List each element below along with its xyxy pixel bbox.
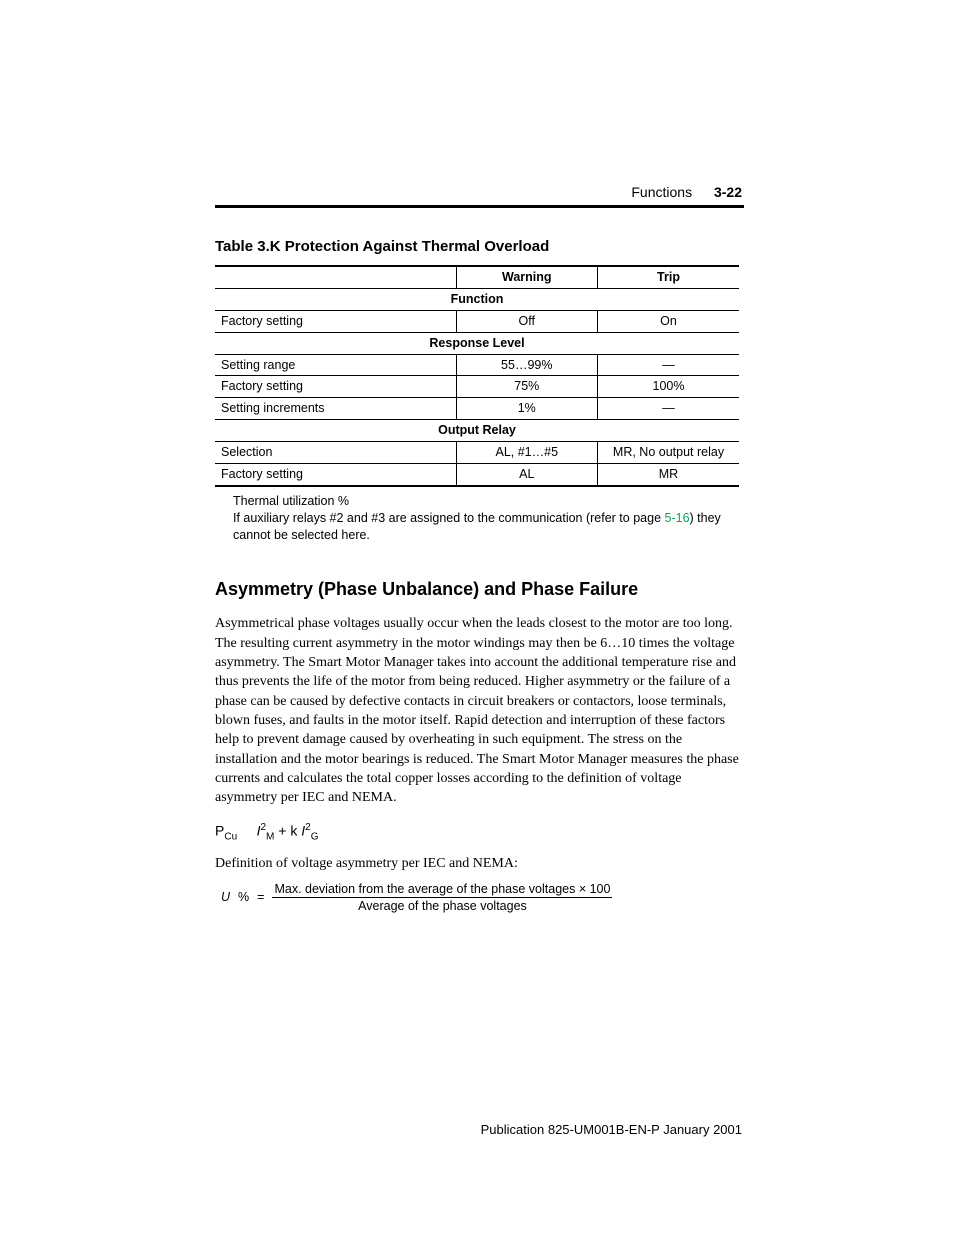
row-val: 1% bbox=[456, 398, 597, 420]
row-val: MR bbox=[598, 463, 740, 485]
col-trip: Trip bbox=[598, 266, 740, 288]
fraction-denominator: Average of the phase voltages bbox=[272, 898, 612, 913]
table-title: Table 3.K Protection Against Thermal Ove… bbox=[215, 238, 739, 255]
footnote-line2: If auxiliary relays #2 and #3 are assign… bbox=[233, 510, 739, 544]
footnote-link[interactable]: 5-16 bbox=[665, 511, 690, 525]
fraction: Max. deviation from the average of the p… bbox=[272, 882, 612, 913]
row-val: — bbox=[598, 398, 740, 420]
row-label: Selection bbox=[215, 442, 456, 464]
protection-table: Warning Trip Function Factory setting Of… bbox=[215, 265, 739, 487]
row-val: 100% bbox=[598, 376, 740, 398]
row-val: — bbox=[598, 354, 740, 376]
section-heading: Asymmetry (Phase Unbalance) and Phase Fa… bbox=[215, 579, 739, 600]
asymmetry-formula: U % = Max. deviation from the average of… bbox=[221, 882, 739, 913]
row-label: Setting increments bbox=[215, 398, 456, 420]
col-warning: Warning bbox=[456, 266, 597, 288]
table-blank-header bbox=[215, 266, 456, 288]
copper-loss-formula: PCu I2M + k I2G bbox=[215, 822, 739, 842]
row-val: AL bbox=[456, 463, 597, 485]
publication-footer: Publication 825-UM001B-EN-P January 2001 bbox=[481, 1122, 742, 1137]
row-label: Factory setting bbox=[215, 376, 456, 398]
row-val: On bbox=[598, 310, 740, 332]
row-val: 55…99% bbox=[456, 354, 597, 376]
header-page: 3-22 bbox=[714, 184, 742, 200]
row-label: Setting range bbox=[215, 354, 456, 376]
definition-line: Definition of voltage asymmetry per IEC … bbox=[215, 856, 739, 872]
row-label: Factory setting bbox=[215, 310, 456, 332]
section-response: Response Level bbox=[215, 332, 739, 354]
body-paragraph: Asymmetrical phase voltages usually occu… bbox=[215, 614, 739, 807]
footnote-line1: Thermal utilization % bbox=[233, 493, 739, 510]
table-footnote: Thermal utilization % If auxiliary relay… bbox=[233, 493, 739, 544]
row-val: 75% bbox=[456, 376, 597, 398]
row-val: AL, #1…#5 bbox=[456, 442, 597, 464]
row-val: MR, No output relay bbox=[598, 442, 740, 464]
row-val: Off bbox=[456, 310, 597, 332]
page-header: Functions 3-22 bbox=[631, 184, 742, 200]
row-label: Factory setting bbox=[215, 463, 456, 485]
fraction-numerator: Max. deviation from the average of the p… bbox=[272, 882, 612, 898]
section-function: Function bbox=[215, 288, 739, 310]
header-label: Functions bbox=[631, 184, 692, 200]
header-rule bbox=[215, 205, 744, 208]
section-output: Output Relay bbox=[215, 420, 739, 442]
